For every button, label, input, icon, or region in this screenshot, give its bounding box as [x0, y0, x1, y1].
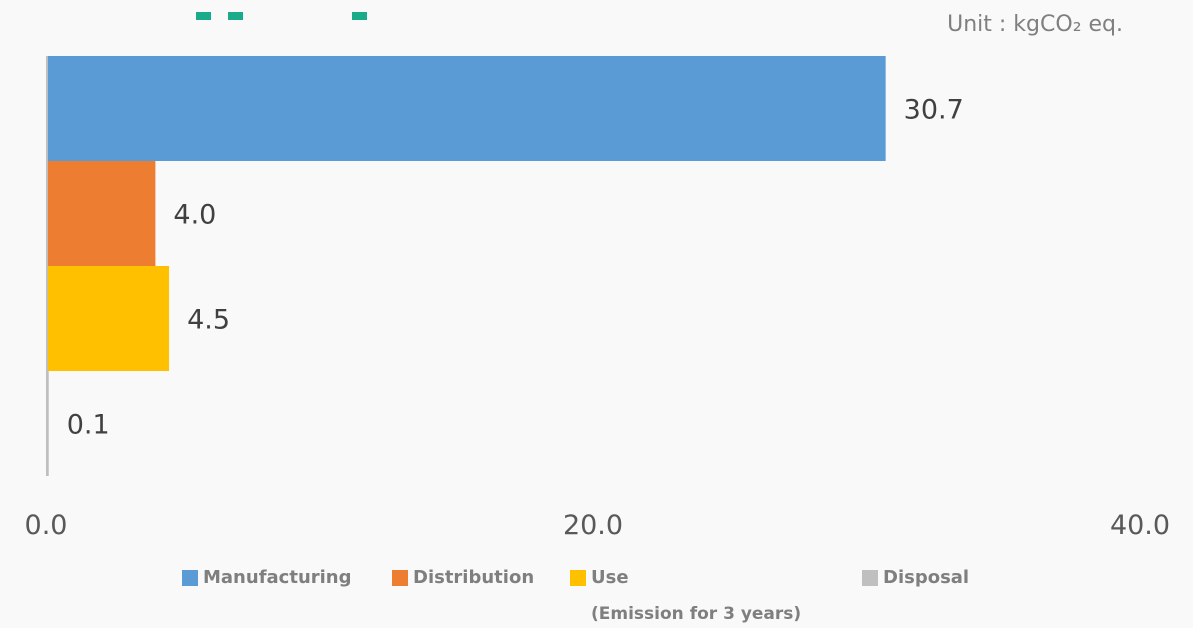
legend-swatch-distribution: [392, 570, 408, 586]
legend-item-manufacturing: Manufacturing: [182, 567, 352, 589]
legend-swatch-manufacturing: [182, 570, 198, 586]
bar-manufacturing: [46, 56, 886, 161]
bar-use: [46, 266, 170, 371]
data-label-manufacturing: 30.7: [904, 95, 964, 126]
unit-label: Unit : kgCO₂ eq.: [947, 12, 1123, 37]
title-glyph-fragment-1: [196, 12, 211, 20]
x-tick-labels-layer: 0.0 20.0 40.0: [25, 510, 1171, 541]
bars-layer: [46, 56, 886, 476]
legend-label-distribution: Distribution: [413, 567, 535, 588]
data-label-disposal: 0.1: [67, 410, 110, 441]
legend-sub-use: (Emission for 3 years): [591, 604, 802, 624]
bar-distribution: [46, 161, 156, 266]
data-label-distribution: 4.0: [173, 200, 216, 231]
legend: Manufacturing Distribution Use (Emission…: [0, 567, 1193, 627]
legend-item-distribution: Distribution: [392, 567, 534, 589]
legend-label-disposal: Disposal: [883, 567, 970, 588]
legend-label-use: Use: [591, 567, 629, 588]
legend-item-use: Use (Emission for 3 years): [570, 567, 801, 625]
legend-item-disposal: Disposal: [862, 567, 969, 589]
title-fragment: [196, 12, 367, 20]
data-label-use: 4.5: [187, 305, 230, 336]
title-glyph-fragment-3: [352, 12, 367, 20]
x-tick-label-1: 20.0: [563, 510, 623, 541]
legend-swatch-disposal: [862, 570, 878, 586]
legend-swatch-use: [570, 570, 586, 586]
title-glyph-fragment-2: [228, 12, 243, 20]
x-tick-label-0: 0.0: [25, 510, 68, 541]
data-labels-layer: 30.7 4.0 4.5 0.1: [67, 95, 964, 441]
legend-label-manufacturing: Manufacturing: [203, 567, 352, 588]
x-tick-label-2: 40.0: [1110, 510, 1170, 541]
